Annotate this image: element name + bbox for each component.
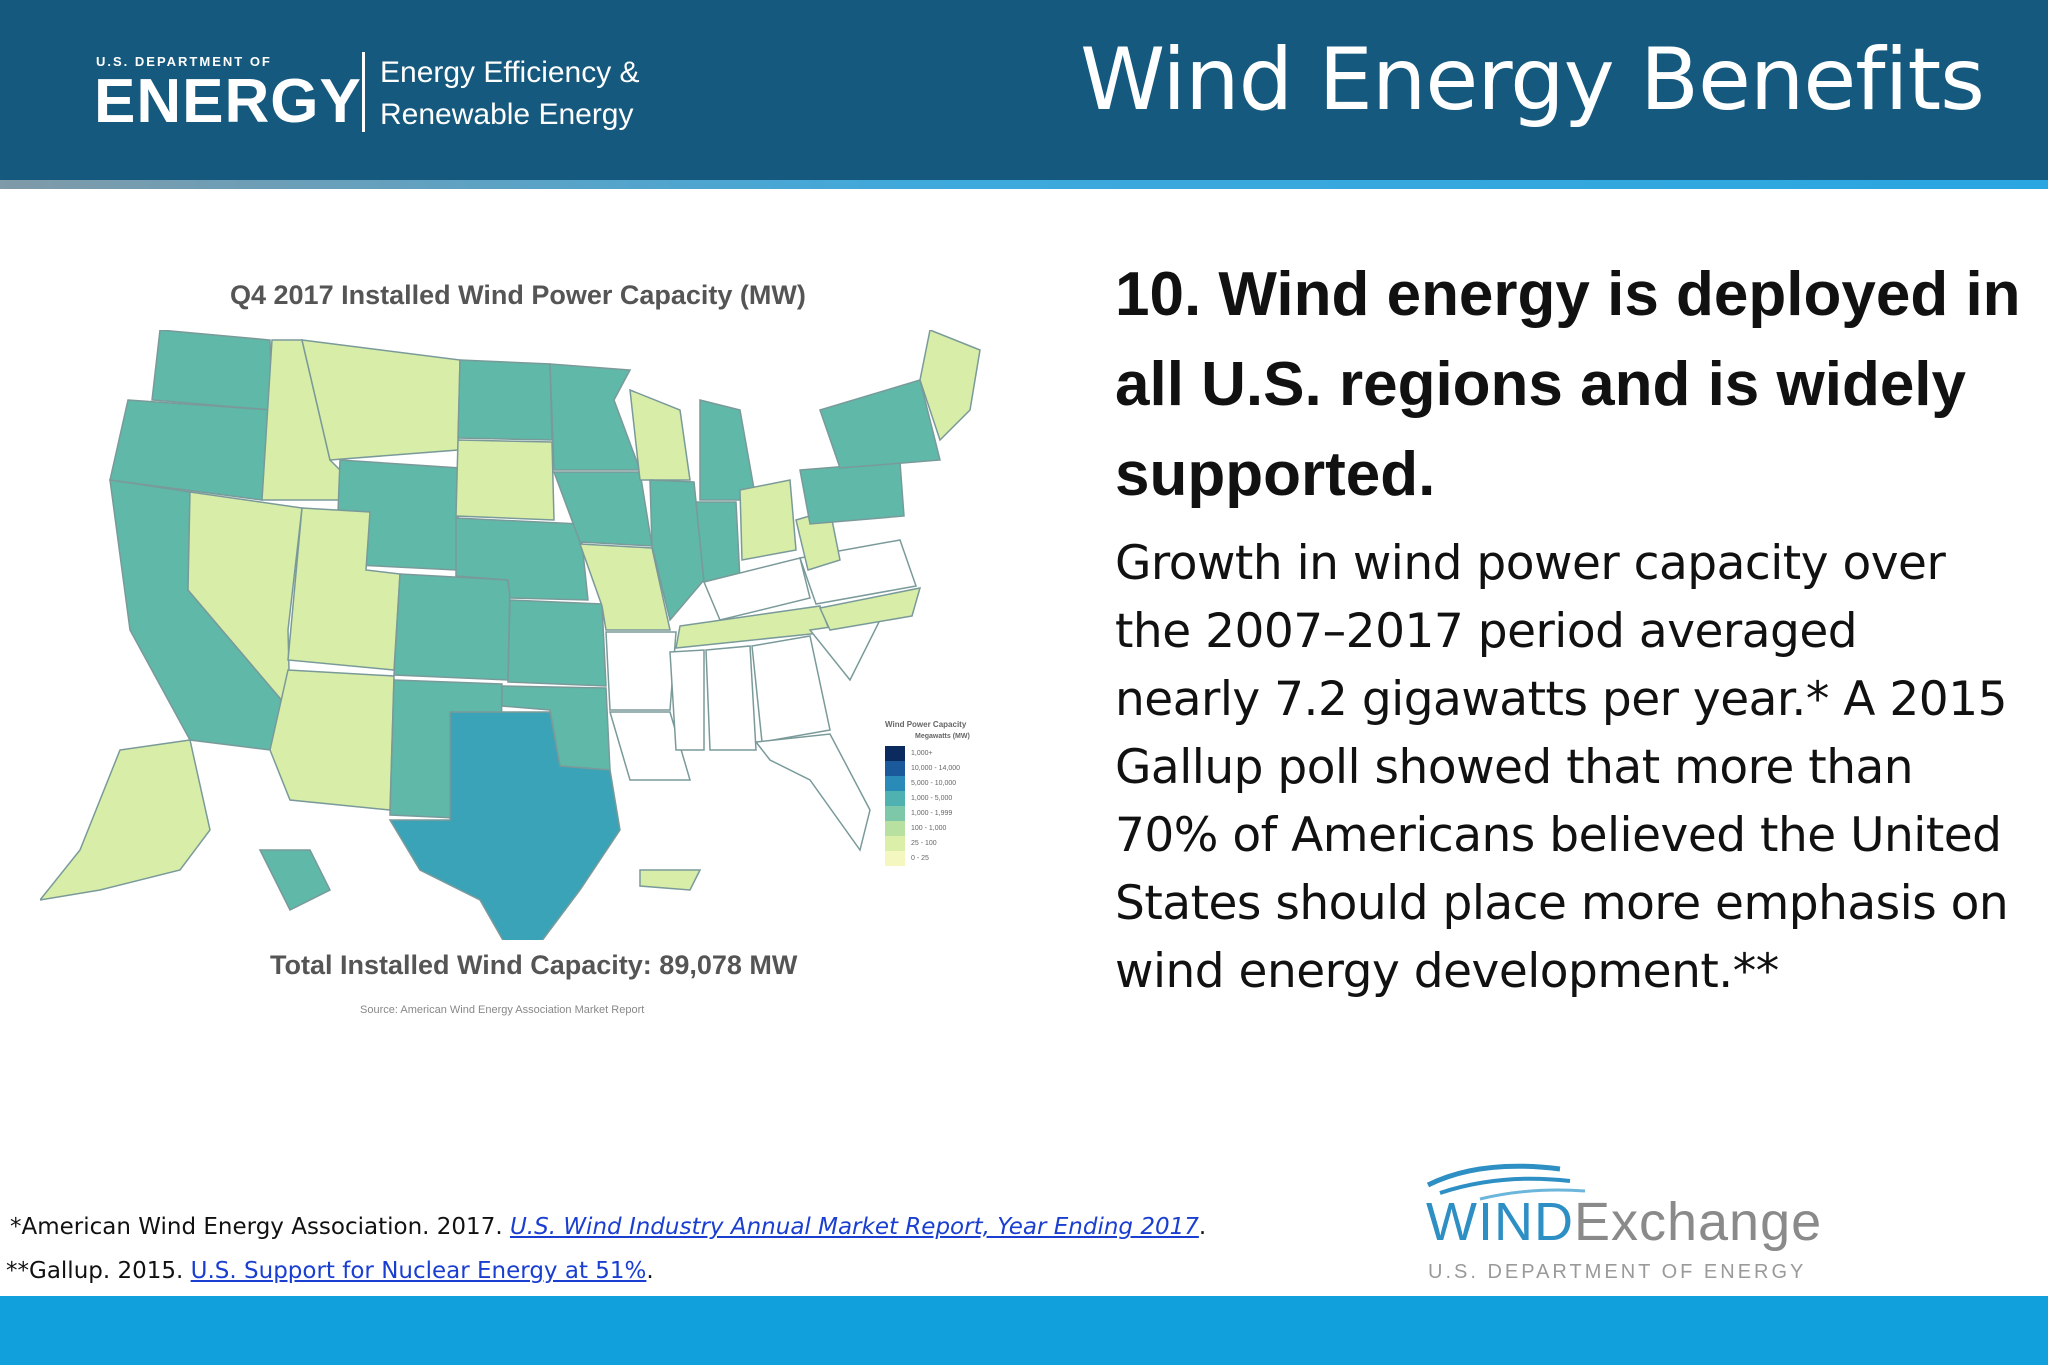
mt-state — [301, 339, 461, 461]
legend-swatch — [885, 836, 905, 851]
la-state — [608, 711, 692, 781]
mn-state — [549, 363, 642, 471]
legend-label: 1,000+ — [911, 750, 933, 757]
fl-state — [754, 733, 871, 852]
legend-item: 5,000 - 10,000 — [885, 776, 970, 791]
doe-logo-text: ENERGY — [94, 67, 362, 136]
footnote-2: **Gallup. 2015. U.S. Support for Nuclear… — [6, 1258, 654, 1284]
ga-state — [751, 635, 831, 743]
nd-state — [457, 359, 553, 441]
in-state — [695, 501, 741, 583]
footnote-2-link[interactable]: U.S. Support for Nuclear Energy at 51% — [190, 1258, 647, 1284]
legend-label: 1,000 - 1,999 — [911, 810, 953, 817]
legend-label: 25 - 100 — [911, 840, 937, 847]
legend-swatch — [885, 746, 905, 761]
wi-state — [629, 388, 691, 481]
legend-label: 0 - 25 — [911, 855, 929, 862]
al-state — [705, 645, 757, 751]
us-map-graphic — [40, 330, 981, 940]
footnote-1-prefix: *American Wind Energy Association. 2017. — [10, 1214, 510, 1240]
doe-logo-small-text: U.S. DEPARTMENT OF — [96, 54, 272, 69]
hi-state — [258, 849, 332, 912]
footnote-2-suffix: . — [646, 1258, 654, 1284]
ny-state — [819, 379, 941, 469]
legend-title: Wind Power Capacity — [885, 720, 967, 729]
legend-item: 25 - 100 — [885, 836, 970, 851]
map-legend: Wind Power Capacity Megawatts (MW) 1,000… — [885, 720, 970, 866]
windexchange-logo: WINDExchange U.S. DEPARTMENT OF ENERGY — [1420, 1155, 1860, 1295]
footnote-2-prefix: **Gallup. 2015. — [6, 1258, 191, 1284]
header-stripe — [0, 180, 2048, 189]
logo-divider — [362, 52, 365, 132]
legend-swatch — [885, 761, 905, 776]
map-source: Source: American Wind Energy Association… — [360, 1004, 645, 1016]
legend-item: 1,000 - 1,999 — [885, 806, 970, 821]
wa-state — [151, 330, 273, 411]
mi-state — [699, 399, 757, 501]
wordmark-exchange: Exchange — [1573, 1192, 1823, 1252]
co-state — [393, 573, 511, 681]
windexchange-wordmark: WINDExchange — [1426, 1191, 1822, 1253]
office-name-line2: Renewable Energy — [380, 98, 634, 131]
legend-swatch — [885, 806, 905, 821]
ak-state — [40, 739, 211, 901]
sc-state — [808, 619, 882, 682]
legend-swatch — [885, 791, 905, 806]
section-heading: 10. Wind energy is deployed in all U.S. … — [1115, 260, 2021, 509]
wind-capacity-map: Q4 2017 Installed Wind Power Capacity (M… — [40, 280, 1070, 1050]
mo-state — [578, 543, 671, 631]
header-banner: U.S. DEPARTMENT OF ENERGY Energy Efficie… — [0, 0, 2048, 180]
windexchange-subline: U.S. DEPARTMENT OF ENERGY — [1428, 1261, 1807, 1283]
tx-state — [388, 711, 621, 940]
legend-label: 10,000 - 14,000 — [911, 765, 961, 772]
wind-swoosh-icon — [1426, 1163, 1586, 1201]
map-title: Q4 2017 Installed Wind Power Capacity (M… — [230, 280, 806, 310]
map-total-capacity: Total Installed Wind Capacity: 89,078 MW — [270, 950, 798, 980]
oh-state — [739, 479, 797, 561]
ks-state — [507, 599, 607, 687]
legend-swatch — [885, 851, 905, 866]
office-name-line1: Energy Efficiency & — [380, 56, 640, 89]
legend-swatch — [885, 821, 905, 836]
legend-subtitle: Megawatts (MW) — [915, 733, 970, 740]
ms-state — [669, 649, 705, 751]
footnote-1-link[interactable]: U.S. Wind Industry Annual Market Report,… — [509, 1214, 1199, 1240]
legend-item: 100 - 1,000 — [885, 821, 970, 836]
nc-state — [818, 587, 922, 631]
office-name: Energy Efficiency & Renewable Energy — [380, 52, 640, 136]
footnote-1: *American Wind Energy Association. 2017.… — [10, 1214, 1206, 1240]
pr-state — [639, 869, 702, 891]
slide-title: Wind Energy Benefits — [1080, 30, 1985, 130]
ne-states — [919, 330, 981, 442]
az-state — [269, 669, 395, 811]
pa-state — [799, 461, 905, 525]
ky-state — [702, 557, 811, 621]
legend-item: 10,000 - 14,000 — [885, 761, 970, 776]
footnote-1-suffix: . — [1198, 1214, 1207, 1240]
il-state — [649, 479, 705, 622]
legend-item: 1,000 - 5,000 — [885, 791, 970, 806]
section-body: Growth in wind power capacity over the 2… — [1115, 536, 2009, 999]
legend-item: 1,000+ — [885, 746, 970, 761]
footer-bar — [0, 1296, 2048, 1365]
legend-label: 1,000 - 5,000 — [911, 795, 953, 802]
wordmark-wind: WIND — [1426, 1192, 1574, 1252]
legend-item: 0 - 25 — [885, 851, 970, 866]
legend-label: 100 - 1,000 — [911, 825, 947, 832]
sd-state — [455, 439, 555, 521]
legend-label: 5,000 - 10,000 — [911, 780, 957, 787]
legend-swatch — [885, 776, 905, 791]
ar-state — [605, 631, 677, 711]
